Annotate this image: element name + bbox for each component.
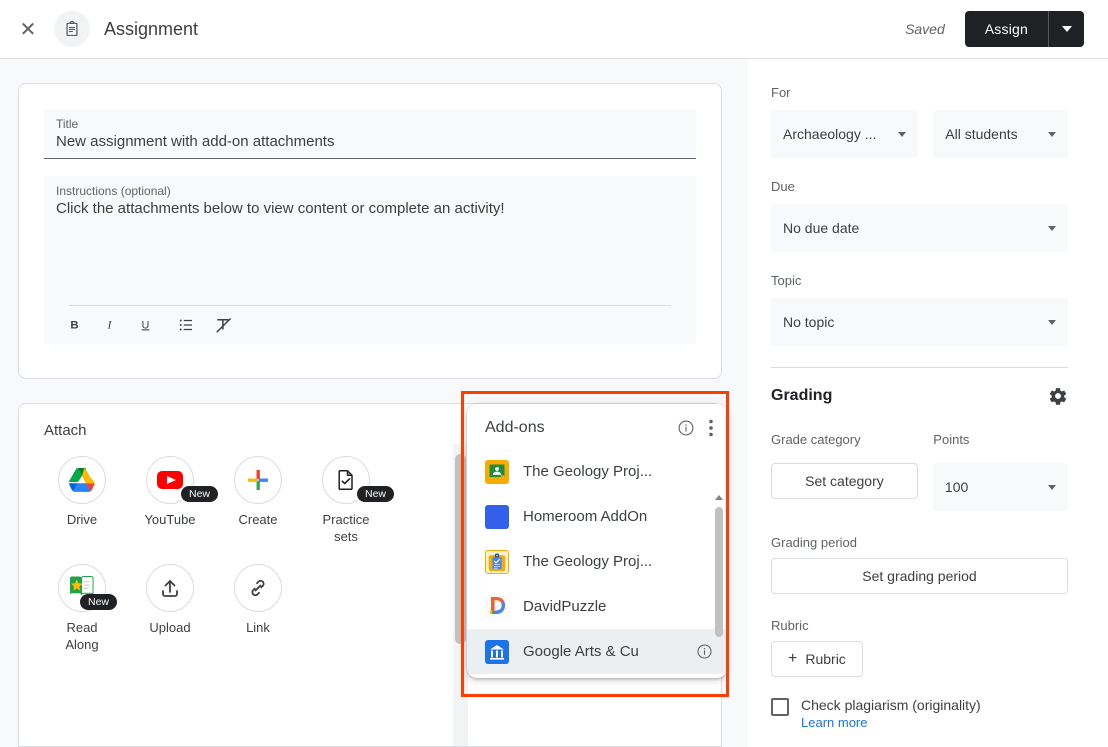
- svg-text:B: B: [70, 319, 78, 331]
- svg-text:U: U: [142, 319, 150, 331]
- svg-text:I: I: [107, 319, 113, 331]
